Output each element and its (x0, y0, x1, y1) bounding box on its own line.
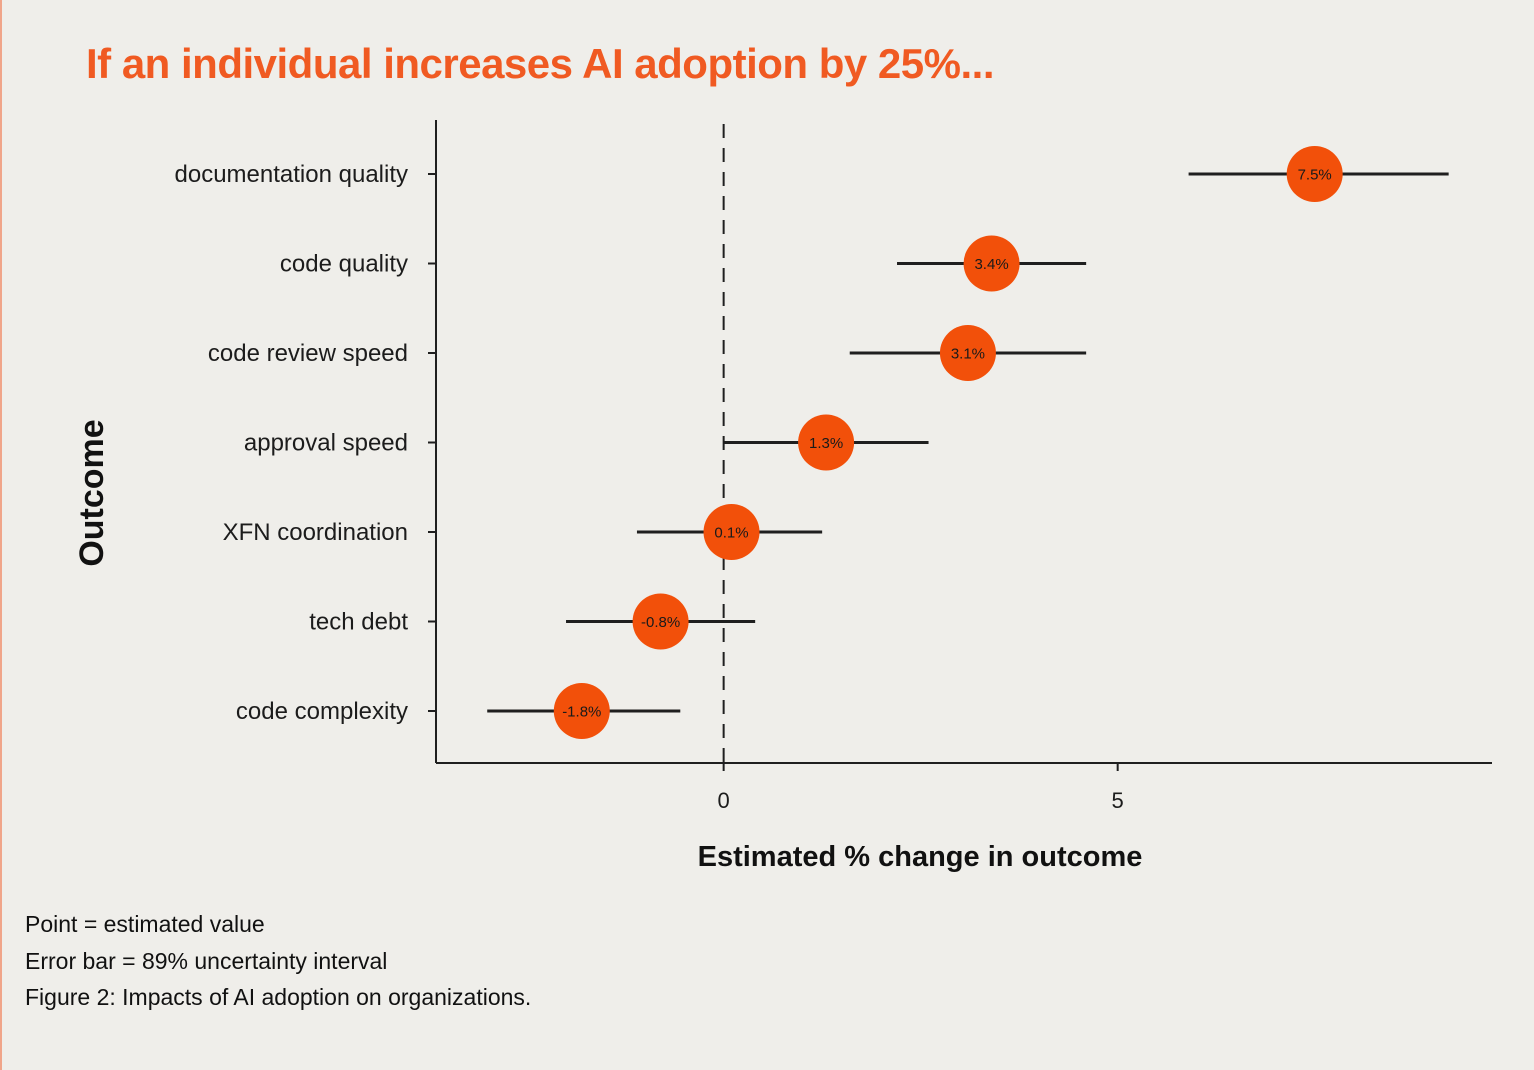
estimate-points: 7.5% 3.4% 3.1% 1.3% 0.1% -0.8% -1.8% (553, 146, 1343, 739)
category-labels: documentation quality code quality code re… (175, 161, 409, 725)
estimate-value-label: 0.1% (714, 525, 748, 542)
estimate-point (963, 235, 1020, 292)
figure-notes: Point = estimated value Error bar = 89% … (25, 906, 531, 1016)
error-bar-legend-note: Error bar = 89% uncertainty interval (25, 947, 388, 974)
category-label: documentation quality (175, 161, 408, 188)
category-label: code review speed (208, 340, 408, 367)
estimate-point (632, 593, 689, 650)
estimate-value-label: 3.4% (974, 256, 1008, 273)
estimate-value-label: 3.1% (951, 346, 985, 363)
category-label: code quality (280, 251, 408, 278)
x-tick-label: 0 (718, 788, 730, 813)
estimate-point (703, 504, 760, 560)
y-ticks (428, 173, 436, 712)
axes (435, 120, 1492, 764)
category-label: tech debt (309, 609, 408, 636)
figure-caption: Figure 2: Impacts of AI adoption on orga… (25, 984, 532, 1010)
estimate-value-label: -1.8% (562, 704, 601, 721)
category-label: XFN coordination (223, 519, 408, 546)
x-tick-label: 5 (1112, 788, 1124, 813)
y-axis-title: Outcome (73, 419, 111, 566)
estimate-value-label: 1.3% (809, 435, 843, 452)
point-legend-note: Point = estimated value (25, 911, 265, 937)
category-label: approval speed (244, 430, 408, 457)
estimate-value-label: -0.8% (641, 614, 680, 631)
estimate-point (939, 325, 996, 381)
estimate-point (1286, 146, 1343, 202)
estimate-value-label: 7.5% (1298, 167, 1332, 184)
category-label: code complexity (236, 698, 408, 725)
estimate-point (798, 414, 855, 471)
headline: If an individual increases AI adoption b… (86, 40, 995, 87)
estimate-point (553, 683, 610, 739)
x-axis-title: Estimated % change in outcome (698, 841, 1143, 873)
